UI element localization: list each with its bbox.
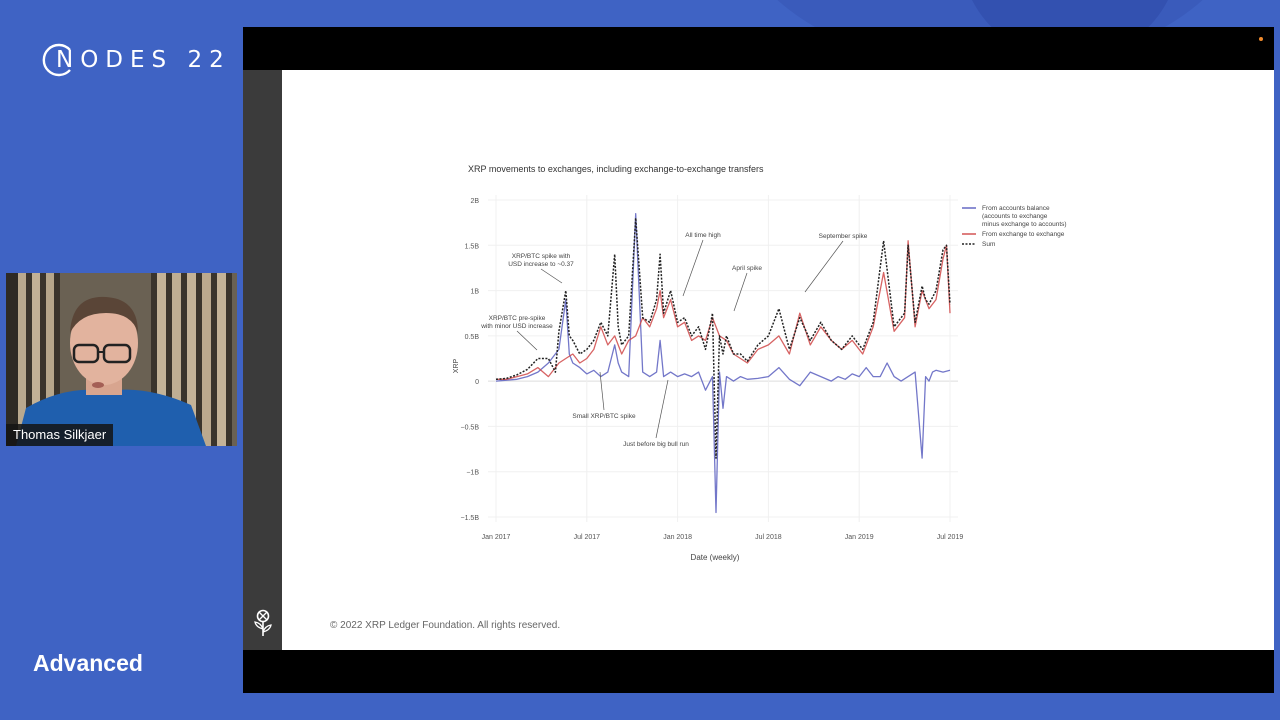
slide-content <box>282 70 1274 650</box>
conference-logo: nodes 22 <box>42 40 231 80</box>
chart-title: XRP movements to exchanges, including ex… <box>468 164 764 174</box>
session-level: Advanced <box>33 650 143 676</box>
wood-slats <box>6 273 232 446</box>
slide-copyright: © 2022 XRP Ledger Foundation. All rights… <box>330 620 561 631</box>
presenter-webcam <box>6 273 237 446</box>
logo-text: nodes 22 <box>56 47 231 73</box>
flower-logo-icon <box>254 609 272 636</box>
slide-sidebar <box>243 70 282 650</box>
logo-ring-icon <box>42 43 71 77</box>
presenter-name-tag: Thomas Silkjaer <box>6 424 114 446</box>
recording-indicator <box>1259 37 1263 41</box>
webcam-video <box>6 273 237 446</box>
